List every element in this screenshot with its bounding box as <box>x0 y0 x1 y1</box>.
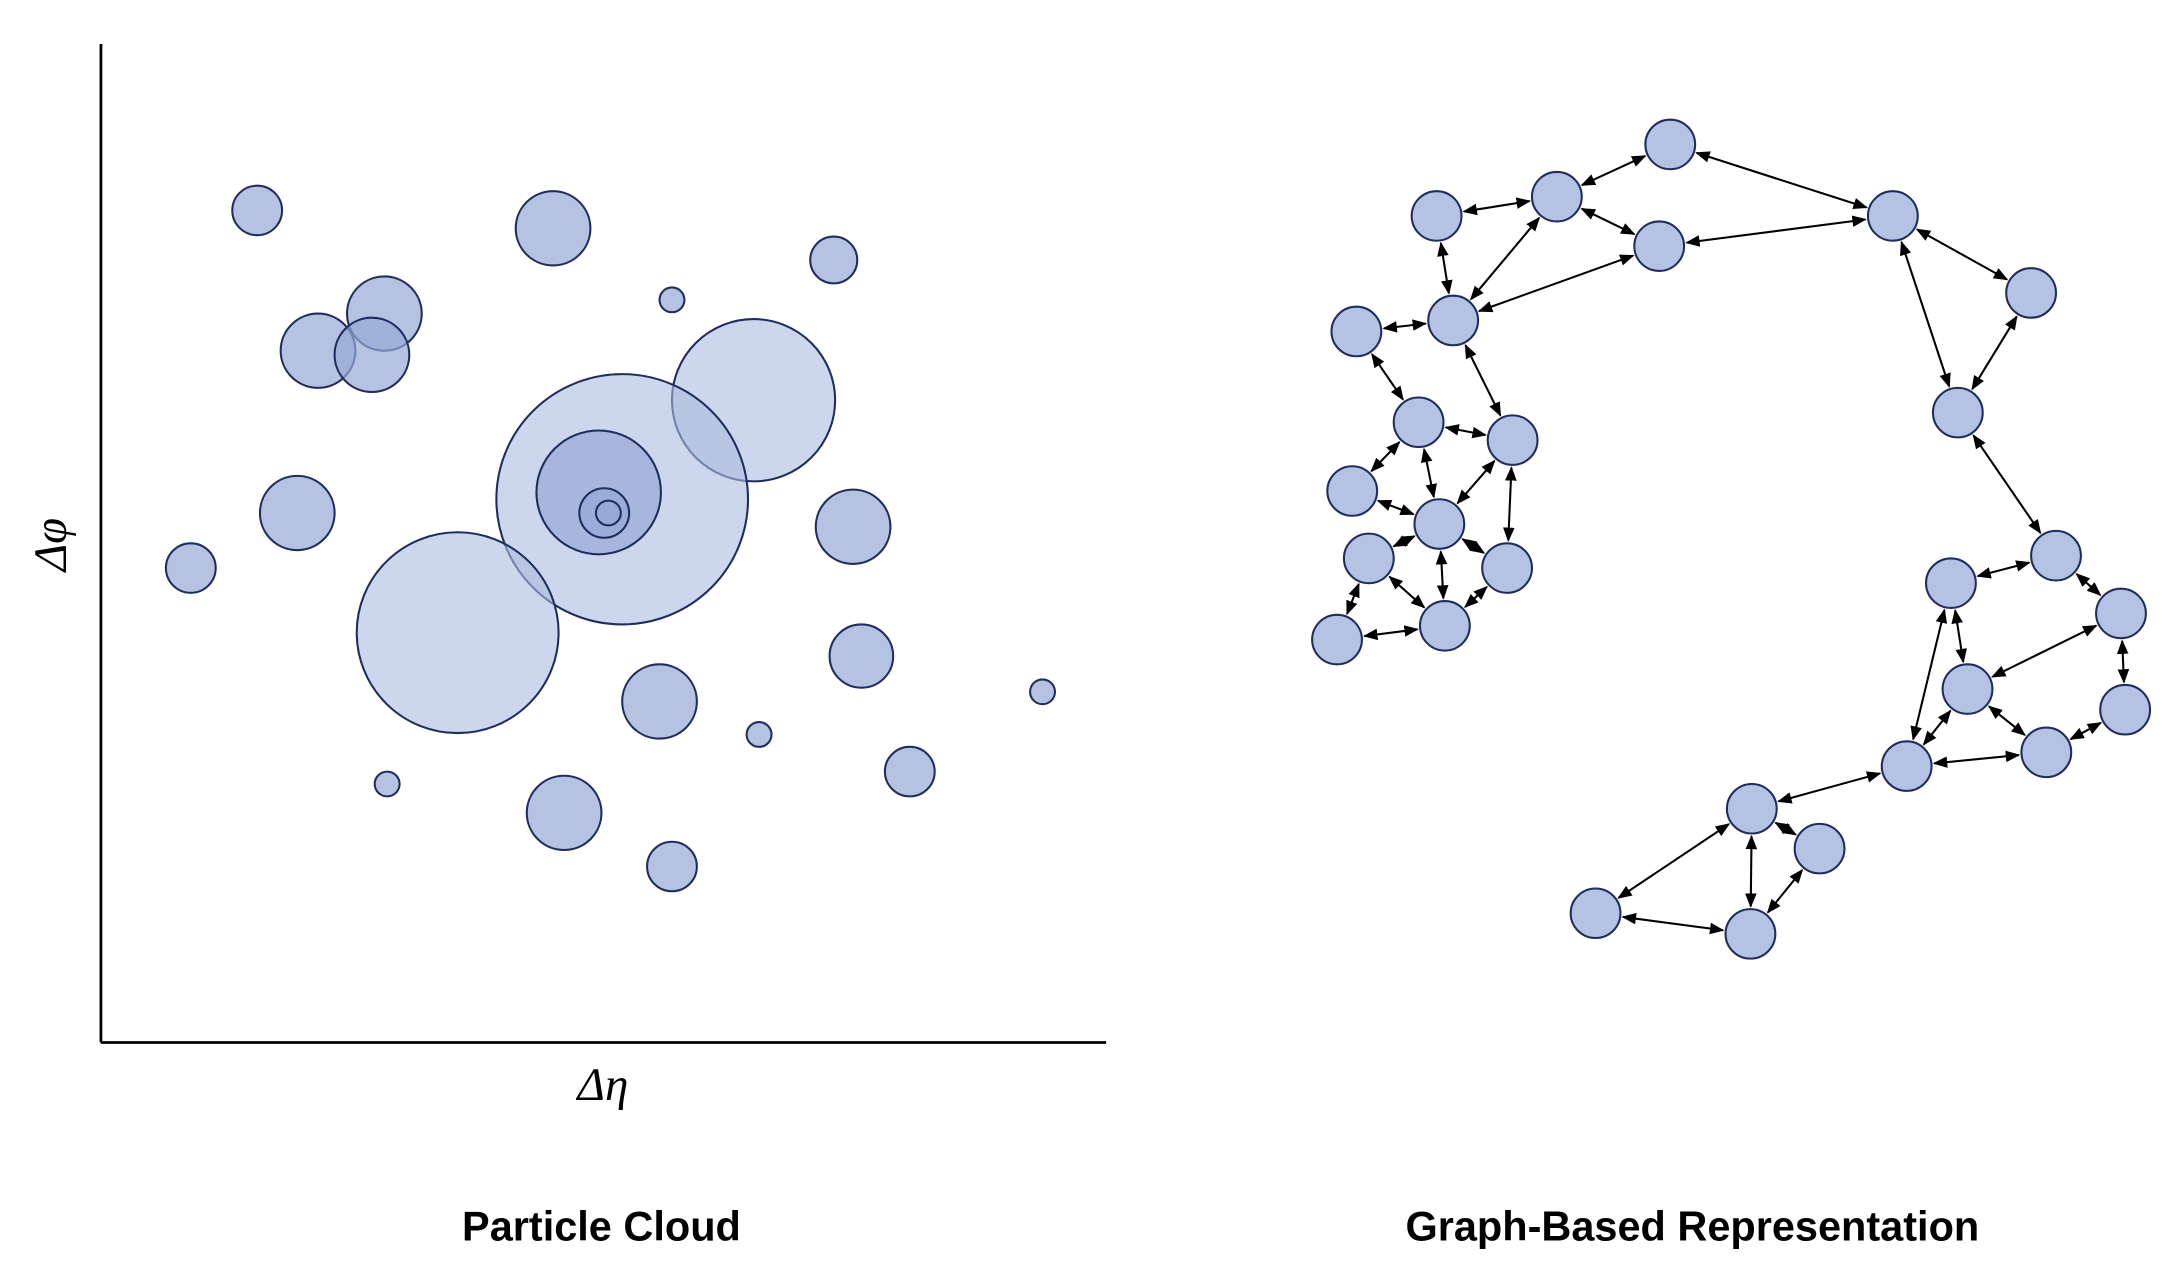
graph-edge <box>1621 912 1725 935</box>
graph-edge <box>2116 639 2130 684</box>
particle <box>594 499 622 527</box>
particle <box>164 542 217 594</box>
graph-edge <box>1987 705 2026 736</box>
graph-edge <box>1437 241 1453 295</box>
graph-node <box>1633 220 1686 272</box>
graph-node <box>1427 294 1480 347</box>
graph-edge <box>1915 228 2009 281</box>
graph-node <box>1924 557 1977 609</box>
graph-edge <box>1371 353 1404 401</box>
graph-edge <box>1774 821 1798 836</box>
graph-edge <box>1580 155 1647 187</box>
graph-node <box>2099 683 2152 736</box>
graph-edge <box>2069 721 2103 741</box>
graph-edge <box>1990 624 2098 678</box>
graph-edge <box>1469 216 1541 301</box>
graph-node <box>1481 542 1534 594</box>
graph-nodes <box>1311 118 2152 960</box>
particle <box>373 770 401 798</box>
y-axis-label: Δφ <box>25 518 77 573</box>
particle <box>258 474 336 552</box>
graph-edge <box>1461 538 1486 554</box>
particle <box>1029 678 1057 706</box>
graph-node <box>1342 532 1395 585</box>
graph-edges <box>1346 151 2130 935</box>
particle <box>525 774 603 852</box>
graph-node <box>1569 887 1622 940</box>
graph-edge <box>1464 585 1488 609</box>
graph-node <box>1941 663 1994 715</box>
graph-node <box>1866 190 1919 242</box>
graph-edge <box>1477 254 1635 313</box>
particle <box>231 184 284 237</box>
graph-edge <box>1972 434 2042 535</box>
graph-edge <box>1376 499 1415 516</box>
particle <box>621 663 698 740</box>
graph-node <box>1644 118 1697 171</box>
graph-node <box>1326 465 1379 517</box>
graph-edge <box>1900 240 1951 388</box>
graph-edge <box>1392 535 1416 548</box>
caption: Particle Cloud <box>462 1204 741 1250</box>
graph-edge <box>1971 315 2018 391</box>
graph-edge <box>1421 447 1437 499</box>
caption: Graph-Based Representation <box>1405 1204 1979 1250</box>
graph-edge <box>1382 319 1428 333</box>
graph-node <box>1418 600 1471 652</box>
graph-edge <box>1580 207 1636 236</box>
particle-cloud <box>164 184 1057 893</box>
graph-edge <box>1346 582 1360 616</box>
graph-node <box>2095 587 2147 640</box>
graph-edge <box>1766 868 1804 914</box>
graph-edge <box>1435 550 1449 600</box>
graph-edge <box>1456 459 1496 505</box>
graph-node <box>1724 908 1777 960</box>
particle <box>828 623 895 689</box>
graph-edge <box>1503 466 1517 543</box>
graph-node <box>1413 498 1466 550</box>
graph-edge <box>1462 197 1531 216</box>
graph-edge <box>1617 823 1731 899</box>
particle <box>883 745 936 798</box>
graph-edge <box>1363 625 1419 641</box>
graph-edge <box>1910 608 1948 741</box>
graph-edge <box>1932 750 2021 768</box>
graph-node <box>1410 190 1463 242</box>
particle <box>814 488 892 565</box>
particle <box>809 235 859 285</box>
graph-node <box>2005 267 2058 319</box>
graph-node <box>1931 386 1984 439</box>
graph-node <box>1330 305 1383 358</box>
graph-edge <box>1370 441 1401 473</box>
graph-edge <box>2075 573 2102 597</box>
graph-edge <box>1685 215 1867 247</box>
graph-node <box>1880 740 1933 792</box>
particle <box>658 286 686 314</box>
graph-edge <box>1951 608 1967 664</box>
graph-edge <box>1444 424 1487 439</box>
graph-node <box>2030 529 2082 582</box>
graph-edge <box>1464 343 1502 417</box>
particle <box>646 840 698 893</box>
particle <box>333 316 411 394</box>
graph-node <box>1392 396 1445 449</box>
graph-edge <box>1976 560 2031 579</box>
particle <box>745 721 773 748</box>
particle <box>514 190 592 267</box>
graph-node <box>1725 782 1778 835</box>
graph-edge <box>1745 834 1758 908</box>
graph-node <box>2020 726 2073 779</box>
particle <box>355 531 560 735</box>
graph-edge <box>1922 709 1952 746</box>
x-axis-label: Δη <box>575 1059 628 1111</box>
graph-edge <box>1388 575 1426 609</box>
graph-edge <box>1777 771 1882 804</box>
graph-node <box>1311 613 1363 666</box>
graph-node <box>1793 822 1846 875</box>
graph-node <box>1486 414 1539 466</box>
graph-edge <box>1695 151 1868 209</box>
graph-node <box>1530 170 1583 223</box>
